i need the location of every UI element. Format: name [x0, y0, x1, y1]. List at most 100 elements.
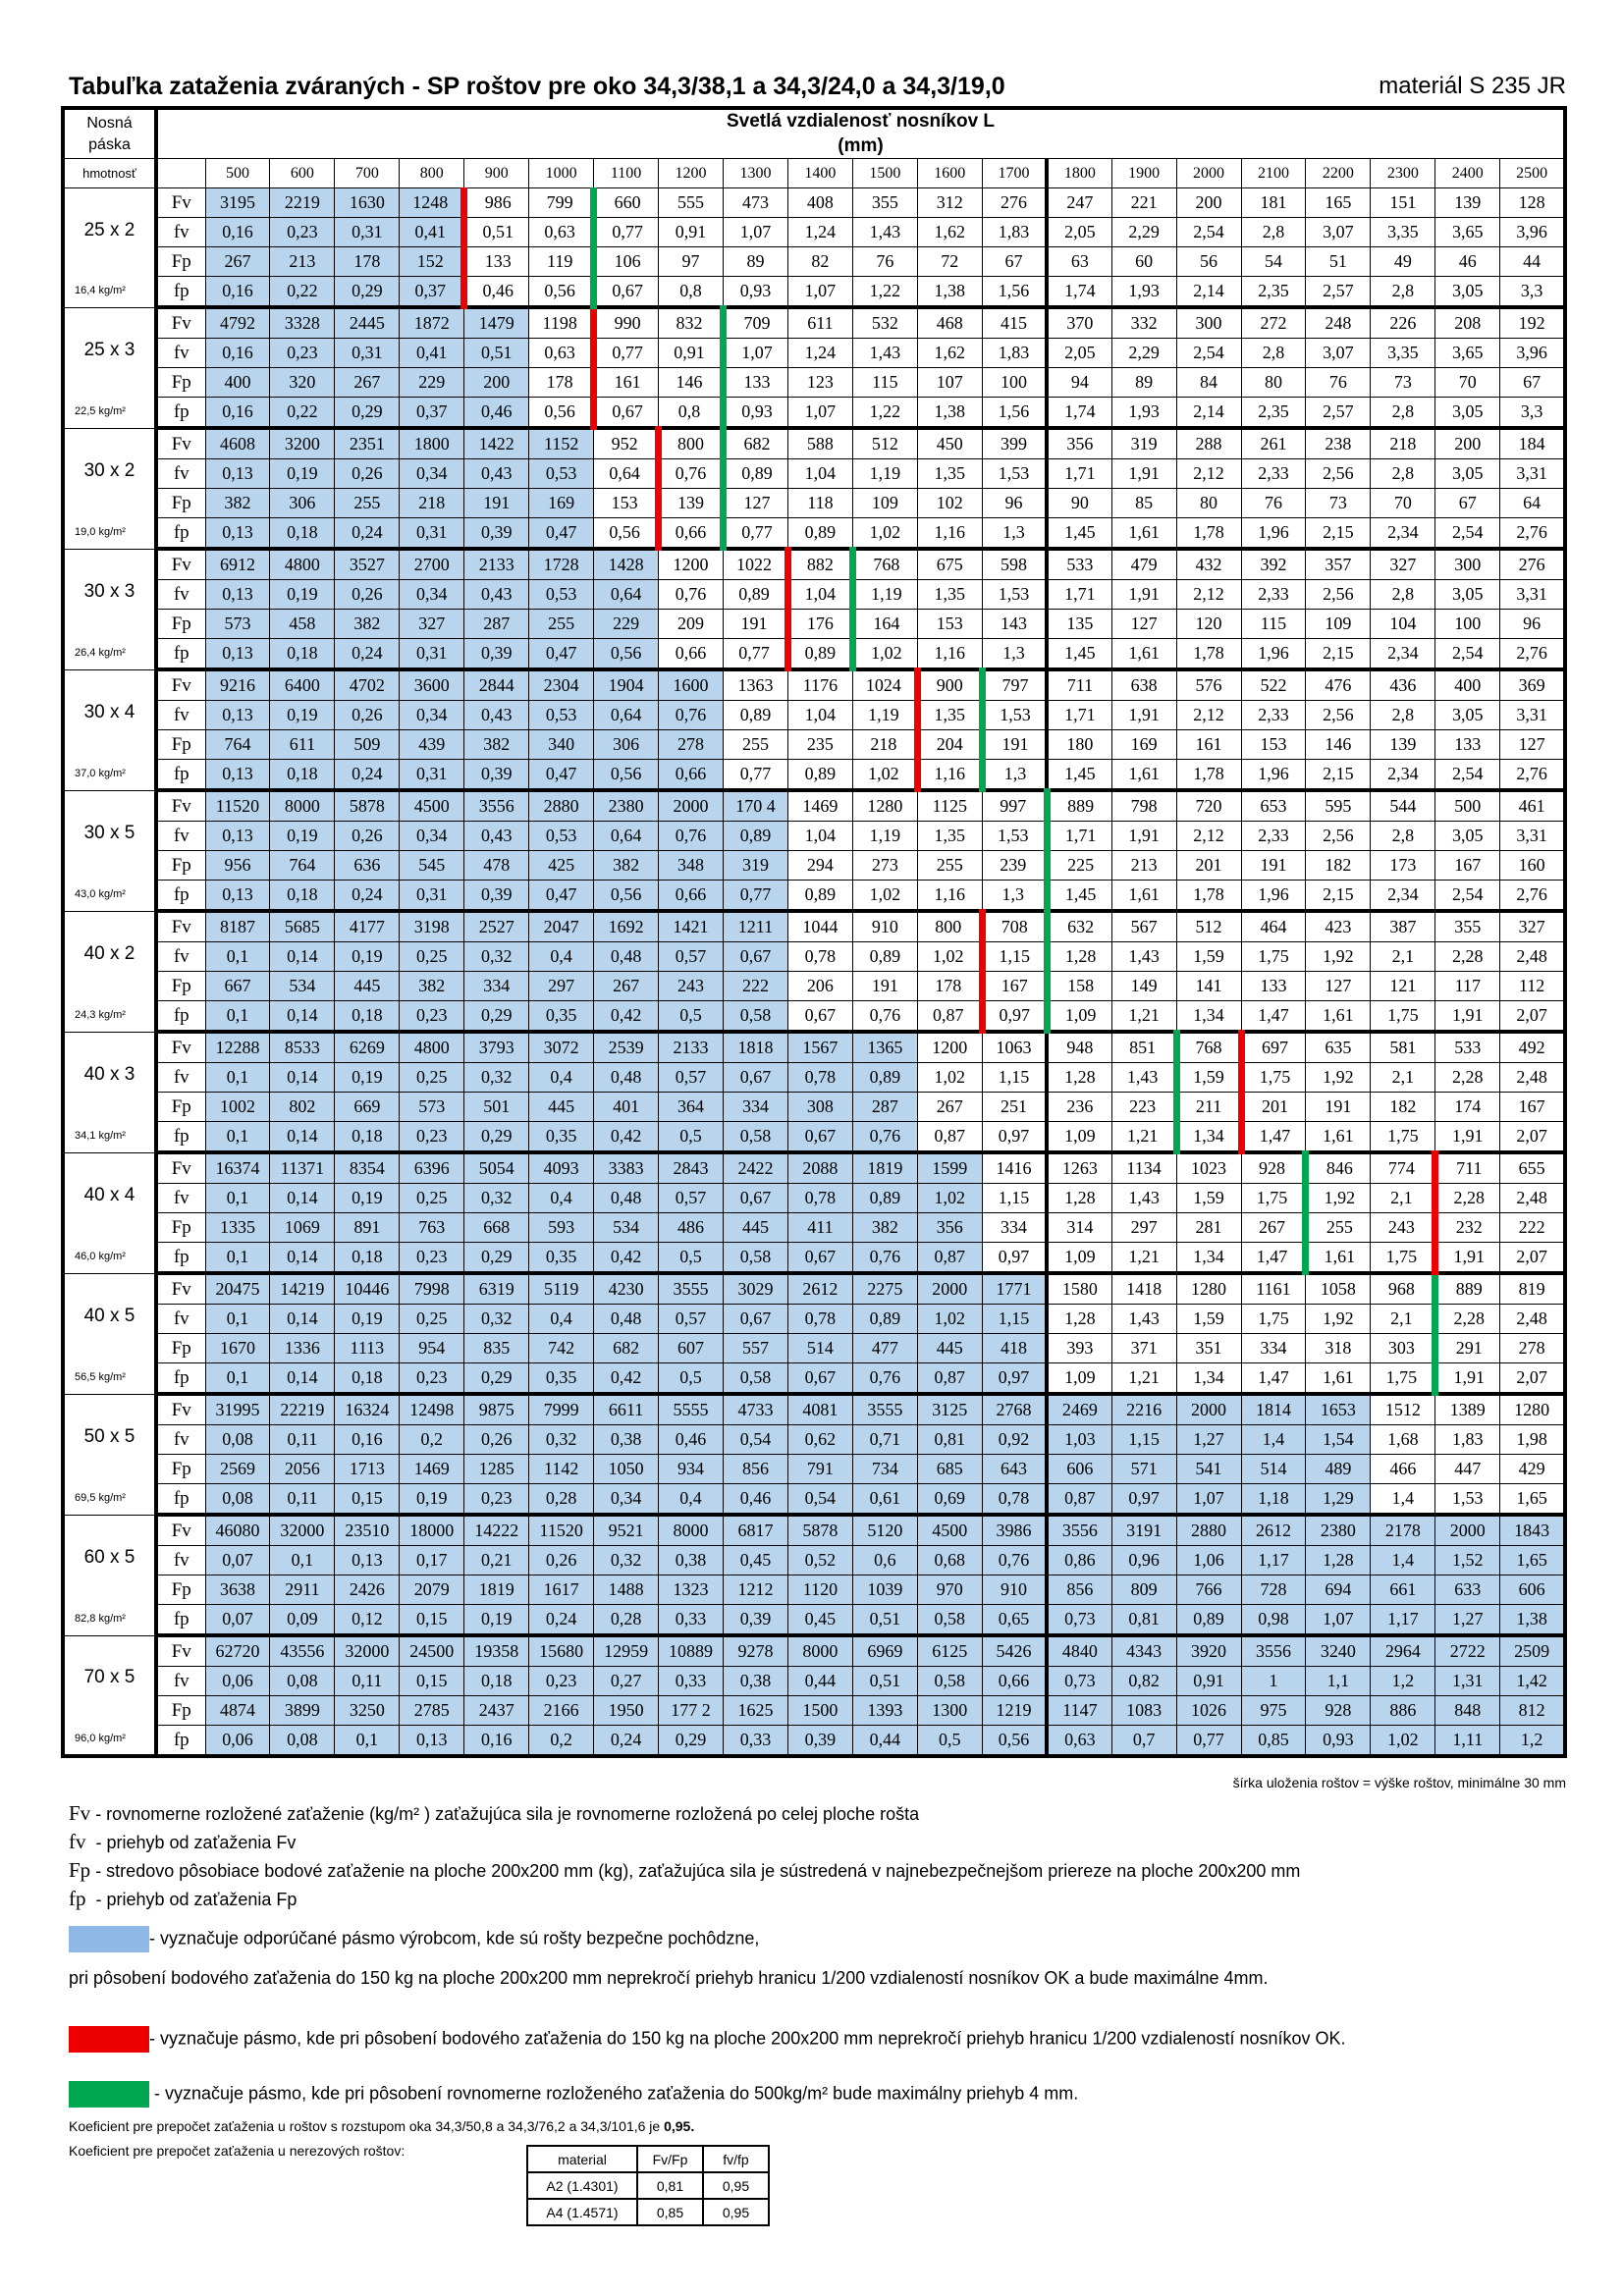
tape-size-cell: 70 x 5 96,0 kg/m²: [63, 1635, 158, 1757]
tape-size-cell: 25 x 3 22,5 kg/m²: [63, 307, 158, 429]
value-cell: 1023: [1176, 1152, 1242, 1185]
legend-blue-text: - vyznačuje odporúčané pásmo výrobcom, k…: [149, 1928, 760, 1949]
value-cell: 319: [1111, 428, 1177, 460]
value-cell: 294: [787, 850, 853, 881]
value-cell: 0,51: [463, 338, 530, 369]
tape-weight: 37,0 kg/m²: [75, 767, 126, 779]
value-cell: 8354: [334, 1152, 401, 1185]
value-cell: 0,19: [399, 1483, 465, 1518]
value-cell: 303: [1370, 1333, 1439, 1364]
value-cell: 1120: [787, 1575, 853, 1606]
value-cell: 0,18: [334, 1121, 401, 1155]
load-type-cell: fp: [156, 517, 206, 552]
value-cell: 3555: [852, 1394, 918, 1426]
value-cell: 1063: [982, 1032, 1050, 1064]
value-cell: 173: [1370, 850, 1436, 881]
value-cell: 102: [917, 488, 983, 519]
value-cell: 0,48: [593, 1304, 660, 1335]
value-cell: 2216: [1111, 1394, 1177, 1426]
value-cell: 20475: [205, 1273, 271, 1306]
value-cell: 0,85: [1241, 1725, 1307, 1759]
value-cell: 0,89: [852, 1304, 918, 1335]
value-cell: 2,8: [1370, 821, 1436, 852]
value-cell: 0,29: [463, 1000, 530, 1035]
value-cell: 1024: [852, 669, 921, 702]
value-cell: 401: [593, 1092, 660, 1123]
value-cell: 2,1: [1370, 941, 1436, 973]
value-cell: 0,93: [723, 397, 788, 431]
table-row: 60 x 5 82,8 kg/m² Fv 46080 32000 23510 18000 14…: [63, 1515, 1566, 1636]
value-cell: 158: [1047, 971, 1112, 1002]
value-cell: 800: [917, 911, 986, 943]
value-cell: 0,1: [205, 1183, 271, 1214]
value-cell: 1285: [463, 1454, 530, 1485]
value-cell: 1,1: [1305, 1666, 1372, 1697]
value-cell: 300: [1434, 549, 1501, 581]
value-cell: 2,54: [1176, 217, 1242, 248]
value-cell: 223: [1111, 1092, 1180, 1123]
value-cell: 1,61: [1111, 880, 1177, 914]
value-cell: 356: [1047, 428, 1112, 460]
table-row: fp 0,1 0,14 0,18 0,23 0,29 0,35 0,42 0,5 0,58 0,67…: [63, 1000, 1566, 1035]
value-cell: 764: [205, 729, 271, 761]
value-cell: 1479: [463, 307, 530, 340]
value-cell: 0,48: [593, 1062, 660, 1094]
definition-symbol: Fv: [69, 1801, 91, 1825]
value-cell: 1,24: [787, 217, 853, 248]
value-cell: 3600: [399, 669, 465, 702]
value-cell: 0,15: [399, 1604, 465, 1638]
value-cell: 0,34: [399, 579, 465, 611]
value-cell: 0,89: [1176, 1604, 1242, 1638]
value-cell: 3556: [1241, 1635, 1307, 1668]
value-cell: 1,91: [1111, 700, 1177, 731]
value-cell: 100: [1434, 609, 1501, 640]
value-cell: 1393: [852, 1695, 918, 1727]
value-cell: 2,33: [1241, 700, 1307, 731]
tape-size: 25 x 3: [83, 339, 135, 360]
value-cell: 306: [269, 488, 336, 519]
value-cell: 2,05: [1047, 338, 1112, 369]
value-cell: 0,1: [205, 1000, 271, 1035]
value-cell: 0,57: [658, 941, 724, 973]
tape-size: 70 x 5: [83, 1667, 135, 1688]
value-cell: 1,09: [1047, 1121, 1112, 1155]
value-cell: 1,43: [1111, 1062, 1180, 1094]
value-cell: 0,14: [269, 1304, 336, 1335]
value-cell: 1,42: [1499, 1666, 1566, 1697]
value-cell: 1,34: [1176, 1362, 1242, 1397]
value-cell: 1,53: [982, 821, 1051, 852]
value-cell: 0,4: [528, 1183, 595, 1214]
value-cell: 2079: [399, 1575, 465, 1606]
value-cell: 0,69: [917, 1483, 983, 1518]
value-cell: 0,4: [528, 1062, 595, 1094]
blue-swatch: [69, 1926, 149, 1952]
value-cell: 1,02: [917, 1062, 983, 1094]
value-cell: 928: [1305, 1695, 1372, 1727]
value-cell: 3,07: [1305, 217, 1372, 248]
value-cell: 327: [1499, 911, 1566, 943]
value-cell: 4081: [787, 1394, 853, 1426]
value-cell: 176: [787, 609, 856, 640]
value-cell: 1,07: [1305, 1604, 1372, 1638]
legend-blue-line2: pri pôsobení bodového zaťaženia do 150 k…: [69, 1968, 1269, 1988]
value-cell: 1161: [1241, 1273, 1307, 1306]
value-cell: 355: [852, 187, 918, 219]
coef-cell: 0,95: [702, 2198, 770, 2226]
value-cell: 0,58: [723, 1121, 788, 1155]
table-row: fp 0,1 0,14 0,18 0,23 0,29 0,35 0,42 0,5 0,58 0,67…: [63, 1242, 1566, 1276]
table-row: fp 0,16 0,22 0,29 0,37 0,46 0,56 0,67 0,8 0,93 1,0…: [63, 397, 1566, 431]
tape-size-cell: 40 x 4 46,0 kg/m²: [63, 1152, 158, 1274]
value-cell: 8000: [658, 1515, 724, 1547]
value-cell: 479: [1111, 549, 1177, 581]
value-cell: 0,19: [269, 821, 336, 852]
value-cell: 643: [982, 1454, 1050, 1485]
value-cell: 3,96: [1499, 217, 1566, 248]
value-cell: 0,58: [723, 1362, 788, 1397]
load-type-cell: fv: [156, 941, 206, 973]
value-cell: 1,75: [1370, 1242, 1439, 1276]
value-cell: 1: [1241, 1666, 1307, 1697]
value-cell: 2275: [852, 1273, 918, 1306]
value-cell: 1,28: [1047, 1304, 1112, 1335]
value-cell: 573: [205, 609, 271, 640]
value-cell: 557: [723, 1333, 788, 1364]
